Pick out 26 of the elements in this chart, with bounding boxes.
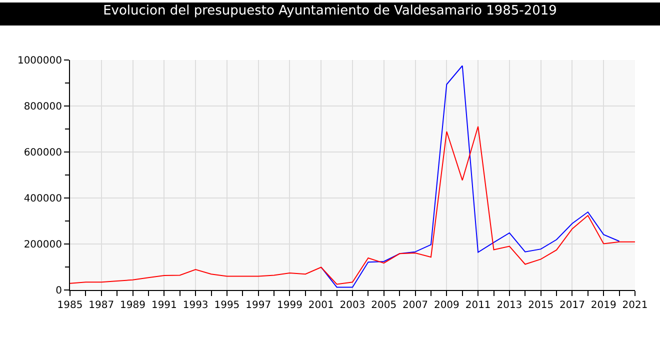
x-tick-label: 2003 — [340, 300, 366, 311]
x-tick-label: 1995 — [214, 300, 240, 311]
x-tick-label: 1987 — [88, 300, 114, 311]
x-tick-label: 1991 — [151, 300, 177, 311]
x-tick-label: 2011 — [465, 300, 491, 311]
x-tick-label: 2013 — [496, 300, 522, 311]
x-tick-label: 2007 — [402, 300, 428, 311]
x-tick-label: 1985 — [57, 300, 83, 311]
y-tick-label: 1000000 — [17, 56, 62, 66]
y-tick-label: 200000 — [24, 240, 62, 250]
x-tick-label: 1997 — [246, 300, 272, 311]
x-tick-label: 2017 — [559, 300, 585, 311]
y-tick-label: 400000 — [24, 194, 62, 204]
chart-title: Evolucion del presupuesto Ayuntamiento de Valdesamario 1985-2019 — [103, 3, 557, 18]
x-tick-label: 2005 — [371, 300, 397, 311]
x-tick-label: 2015 — [528, 300, 554, 311]
y-tick-label: 800000 — [24, 102, 62, 112]
x-tick-label: 2009 — [434, 300, 460, 311]
x-tick-label: 1993 — [182, 300, 208, 311]
x-tick-label: 2001 — [308, 300, 334, 311]
x-tick-label: 2019 — [590, 300, 616, 311]
x-tick-label: 2021 — [622, 300, 648, 311]
x-tick-label: 1999 — [276, 300, 302, 311]
x-tick-label: 1989 — [120, 300, 146, 311]
y-tick-label: 0 — [56, 286, 62, 296]
y-tick-label: 600000 — [24, 148, 62, 158]
